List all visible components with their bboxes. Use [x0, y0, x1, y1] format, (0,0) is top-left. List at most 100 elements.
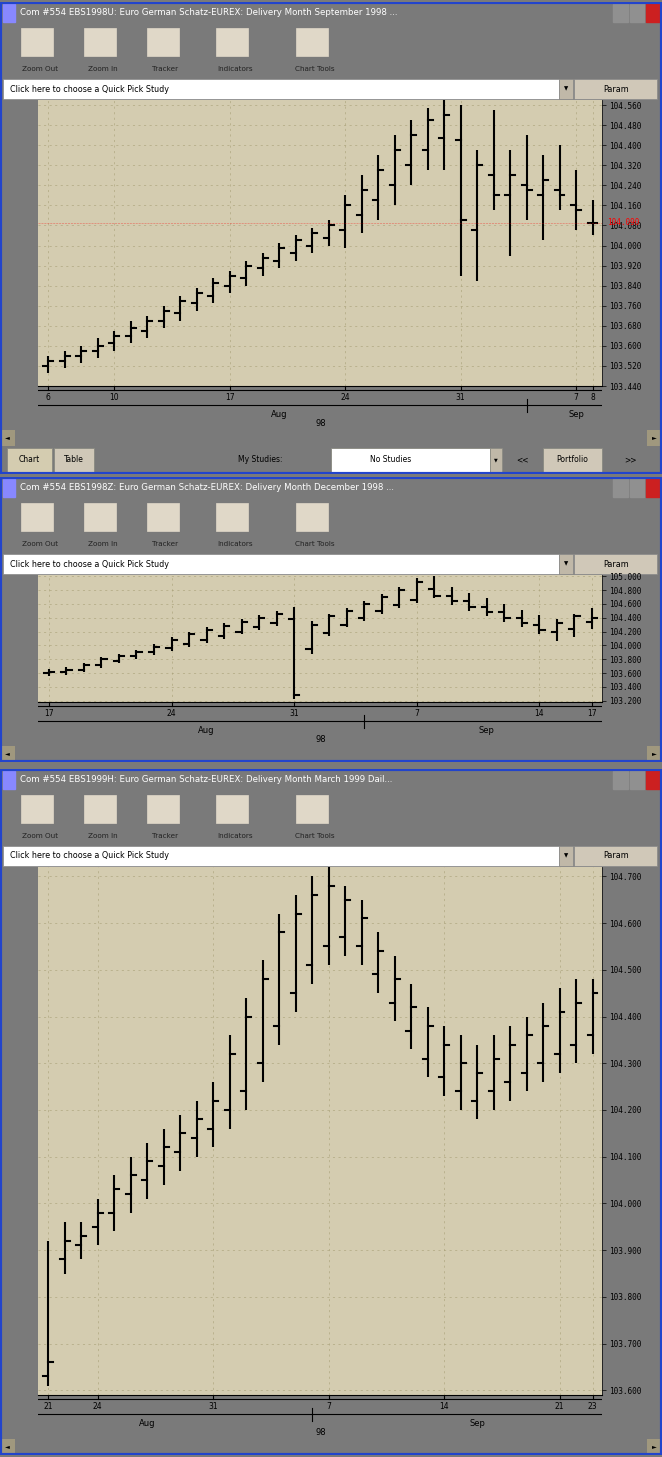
Bar — [216, 28, 248, 57]
Text: Sep: Sep — [479, 726, 495, 734]
Text: 24: 24 — [93, 1402, 103, 1410]
Text: Indicators: Indicators — [217, 67, 253, 73]
Text: Chart Tools: Chart Tools — [295, 542, 334, 548]
Bar — [331, 449, 490, 472]
Text: ▼: ▼ — [564, 561, 568, 567]
Text: 104.090: 104.090 — [606, 219, 639, 227]
Text: Click here to choose a Quick Pick Study: Click here to choose a Quick Pick Study — [10, 85, 169, 93]
Bar — [84, 503, 116, 532]
Text: 98: 98 — [315, 420, 326, 428]
Bar — [216, 503, 248, 532]
Bar — [7, 449, 52, 472]
Bar — [21, 796, 53, 823]
Text: 8: 8 — [590, 393, 595, 402]
Text: Aug: Aug — [199, 726, 214, 734]
Bar — [647, 1440, 662, 1456]
Text: Param: Param — [603, 559, 628, 568]
Bar — [559, 847, 573, 865]
Text: 14: 14 — [534, 710, 544, 718]
Text: 24: 24 — [167, 710, 176, 718]
Bar — [147, 28, 179, 57]
Bar — [0, 430, 15, 446]
Text: Com #554 EBS1999H: Euro German Schatz-EUREX: Delivery Month March 1999 Dail...: Com #554 EBS1999H: Euro German Schatz-EU… — [20, 775, 392, 784]
Bar — [630, 771, 644, 790]
Text: 7: 7 — [414, 710, 419, 718]
Text: Click here to choose a Quick Pick Study: Click here to choose a Quick Pick Study — [10, 851, 169, 861]
Bar — [216, 796, 248, 823]
Bar — [296, 503, 328, 532]
Text: 98: 98 — [315, 736, 326, 745]
Text: Zoom In: Zoom In — [88, 67, 117, 73]
Text: Indicators: Indicators — [217, 833, 253, 839]
Text: 14: 14 — [440, 1402, 449, 1410]
Text: ►: ► — [652, 752, 657, 756]
Bar — [0, 1440, 15, 1456]
Bar — [630, 4, 644, 22]
Text: <<: << — [517, 456, 529, 465]
Text: 6: 6 — [46, 393, 51, 402]
Bar — [3, 79, 559, 99]
Text: No Studies: No Studies — [370, 456, 411, 465]
Bar — [543, 449, 602, 472]
Text: 31: 31 — [209, 1402, 218, 1410]
Bar — [0, 746, 15, 762]
Text: 7: 7 — [326, 1402, 331, 1410]
Text: ◄: ◄ — [5, 752, 10, 756]
Bar — [3, 4, 15, 22]
Text: Zoom Out: Zoom Out — [22, 67, 58, 73]
Bar — [3, 479, 15, 497]
Text: Aug: Aug — [271, 409, 287, 418]
Bar — [84, 28, 116, 57]
Bar — [21, 28, 53, 57]
Bar — [646, 771, 661, 790]
Text: Zoom In: Zoom In — [88, 833, 117, 839]
Text: Com #554 EBS1998Z: Euro German Schatz-EUREX: Delivery Month December 1998 ...: Com #554 EBS1998Z: Euro German Schatz-EU… — [20, 484, 394, 492]
Bar — [3, 554, 559, 574]
Text: 7: 7 — [573, 393, 579, 402]
Bar — [574, 847, 657, 865]
Text: Chart Tools: Chart Tools — [295, 833, 334, 839]
Text: ►: ► — [652, 436, 657, 440]
Text: ►: ► — [652, 1444, 657, 1450]
Text: ◄: ◄ — [5, 436, 10, 440]
Bar — [296, 28, 328, 57]
Bar — [84, 796, 116, 823]
Text: Tracker: Tracker — [152, 833, 179, 839]
Text: 17: 17 — [44, 710, 54, 718]
Text: Indicators: Indicators — [217, 542, 253, 548]
Bar — [147, 796, 179, 823]
Text: >>: >> — [624, 456, 636, 465]
Bar — [574, 79, 657, 99]
Bar — [3, 847, 559, 865]
Text: ▼: ▼ — [494, 457, 498, 462]
Text: Chart Tools: Chart Tools — [295, 67, 334, 73]
Text: 17: 17 — [225, 393, 234, 402]
Text: ▼: ▼ — [564, 854, 568, 858]
Bar — [630, 479, 644, 497]
Text: 23: 23 — [588, 1402, 597, 1410]
Text: My Studies:: My Studies: — [238, 456, 283, 465]
Bar — [490, 449, 502, 472]
Bar — [559, 79, 573, 99]
Text: 24: 24 — [340, 393, 350, 402]
Bar — [3, 771, 15, 788]
Text: 21: 21 — [44, 1402, 53, 1410]
Bar — [574, 554, 657, 574]
Text: ▼: ▼ — [564, 86, 568, 92]
Bar — [559, 554, 573, 574]
Bar — [147, 503, 179, 532]
Text: Table: Table — [64, 456, 84, 465]
Text: Zoom In: Zoom In — [88, 542, 117, 548]
Text: Aug: Aug — [139, 1419, 156, 1428]
Text: 17: 17 — [587, 710, 596, 718]
Bar — [647, 746, 662, 762]
Bar — [646, 479, 661, 497]
Text: 31: 31 — [455, 393, 465, 402]
Bar — [54, 449, 94, 472]
Text: Sep: Sep — [469, 1419, 485, 1428]
Bar — [296, 796, 328, 823]
Text: Com #554 EBS1998U: Euro German Schatz-EUREX: Delivery Month September 1998 ...: Com #554 EBS1998U: Euro German Schatz-EU… — [20, 9, 397, 17]
Text: Zoom Out: Zoom Out — [22, 542, 58, 548]
Bar — [613, 771, 628, 790]
Bar — [613, 4, 628, 22]
